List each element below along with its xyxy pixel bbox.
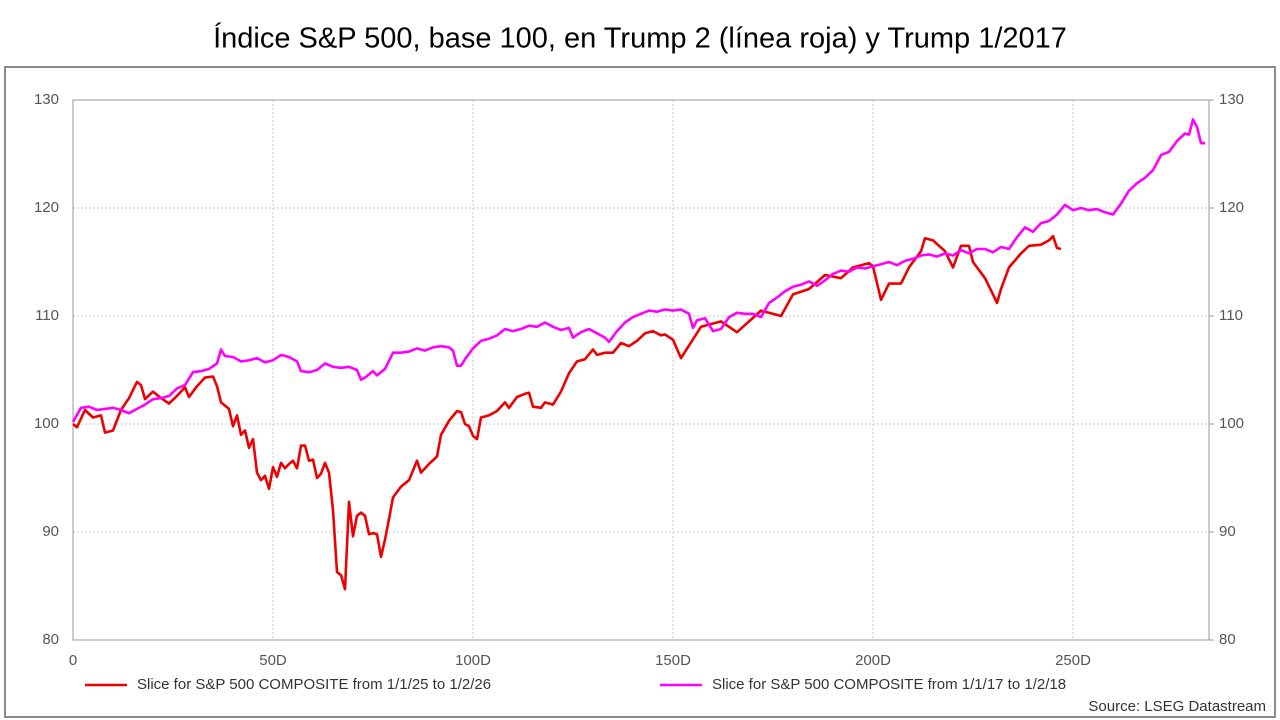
x-tick-label: 150D (655, 652, 691, 669)
x-tick-label: 100D (455, 652, 491, 669)
y2-tick-label: 90 (1219, 523, 1236, 540)
y2-tick-label: 130 (1219, 91, 1244, 108)
y2-tick-label: 110 (1219, 307, 1243, 324)
y2-tick-label: 100 (1219, 415, 1244, 432)
x-tick-label: 50D (259, 652, 287, 669)
legend-label: Slice for S&P 500 COMPOSITE from 1/1/25 … (137, 676, 491, 693)
y2-tick-label: 80 (1219, 631, 1236, 648)
y-tick-label: 110 (35, 307, 59, 324)
y-tick-label: 120 (34, 199, 59, 216)
x-tick-label: 200D (855, 652, 891, 669)
x-tick-label: 250D (1055, 652, 1091, 669)
y2-tick-label: 120 (1219, 199, 1244, 216)
y-tick-label: 90 (42, 523, 59, 540)
y-tick-label: 80 (42, 631, 59, 648)
series-line (71, 118, 1205, 423)
legend-label: Slice for S&P 500 COMPOSITE from 1/1/17 … (712, 676, 1066, 693)
plot-frame (72, 99, 1210, 641)
chart-title: Índice S&P 500, base 100, en Trump 2 (lí… (213, 22, 1067, 55)
y-tick-label: 130 (34, 91, 59, 108)
chart-frame (4, 66, 1276, 718)
y-tick-label: 100 (34, 415, 59, 432)
source-note: Source: LSEG Datastream (1088, 698, 1266, 715)
x-tick-label: 0 (69, 652, 77, 669)
series-line (72, 234, 1062, 591)
